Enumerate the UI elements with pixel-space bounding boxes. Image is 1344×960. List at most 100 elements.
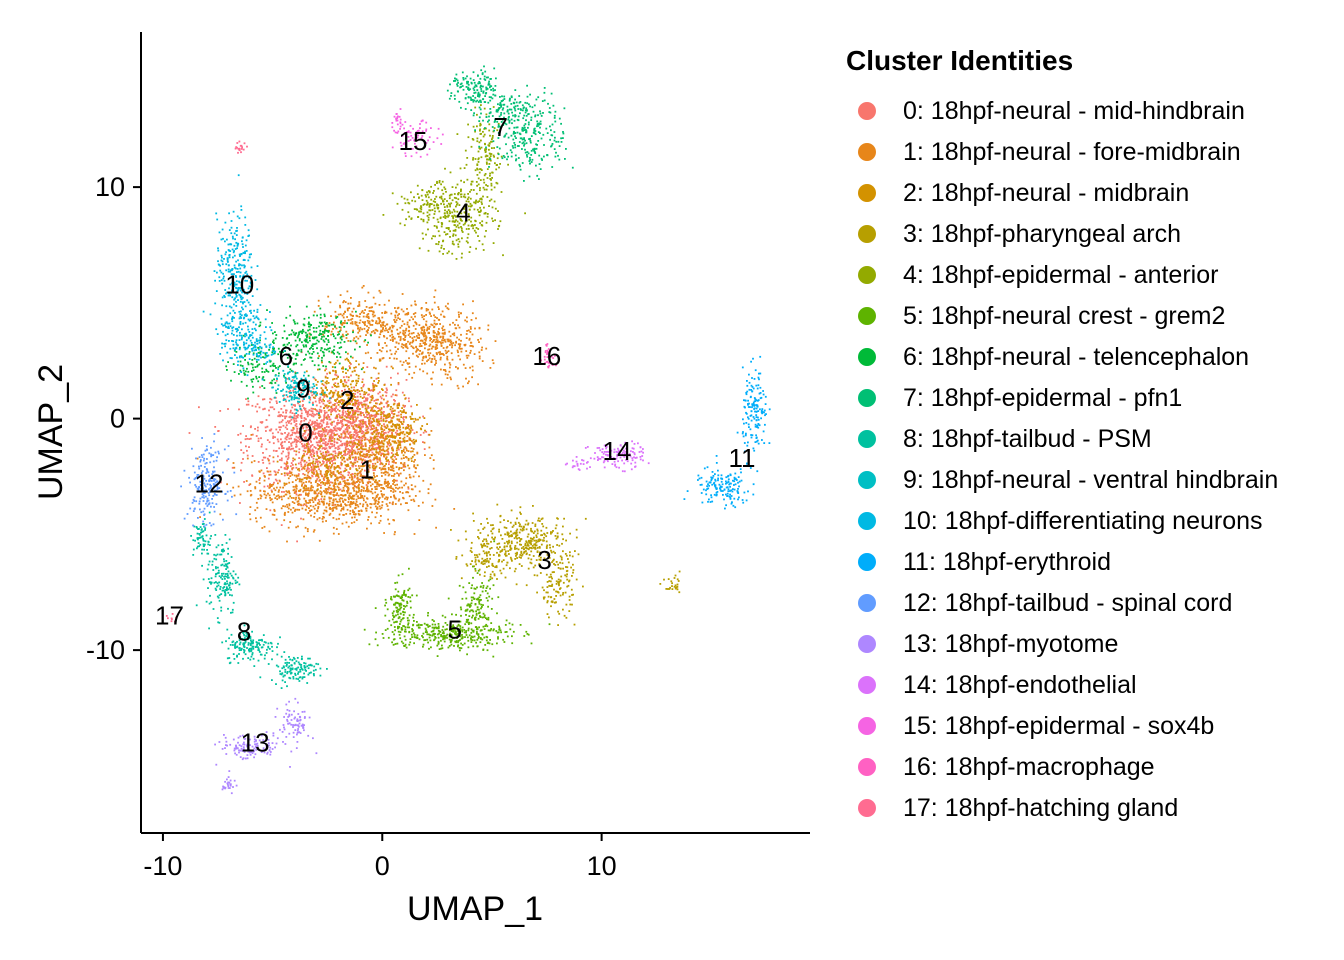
- data-point: [470, 216, 473, 219]
- data-point: [311, 450, 314, 452]
- data-point: [539, 559, 542, 561]
- data-point: [285, 411, 287, 414]
- data-point: [300, 517, 302, 520]
- data-point: [330, 333, 332, 336]
- data-point: [367, 465, 370, 467]
- data-point: [516, 517, 518, 520]
- data-point: [378, 522, 381, 524]
- data-point: [347, 340, 350, 342]
- data-point: [451, 252, 454, 255]
- data-point: [371, 511, 373, 514]
- data-point: [362, 430, 365, 433]
- data-point: [343, 432, 346, 435]
- data-point: [469, 352, 472, 354]
- data-point: [291, 468, 294, 471]
- data-point: [420, 339, 423, 342]
- data-point: [392, 475, 395, 477]
- data-point: [325, 473, 328, 476]
- data-point: [380, 493, 383, 495]
- data-point: [324, 482, 327, 484]
- data-point: [342, 412, 345, 414]
- data-point: [475, 201, 477, 203]
- data-point: [316, 452, 318, 455]
- data-point: [219, 513, 222, 516]
- data-point: [366, 453, 369, 456]
- data-point: [411, 332, 413, 335]
- data-point: [297, 436, 300, 439]
- data-point: [433, 335, 436, 337]
- data-point: [371, 313, 374, 316]
- data-point: [465, 350, 468, 352]
- data-point: [305, 429, 308, 432]
- data-point: [392, 340, 394, 342]
- data-point: [520, 513, 522, 515]
- data-point: [373, 457, 376, 460]
- data-point: [373, 420, 376, 423]
- data-point: [383, 493, 385, 496]
- data-point: [408, 433, 410, 435]
- data-point: [476, 554, 478, 556]
- data-point: [273, 508, 276, 511]
- data-point: [547, 595, 550, 598]
- data-point: [433, 314, 435, 317]
- data-point: [340, 461, 342, 464]
- data-point: [297, 431, 300, 434]
- data-point: [469, 349, 472, 352]
- data-point: [444, 369, 447, 371]
- data-point: [364, 464, 366, 467]
- data-point: [377, 424, 380, 427]
- data-point: [312, 505, 315, 508]
- data-point: [401, 432, 404, 435]
- data-point: [449, 366, 451, 369]
- data-point: [557, 567, 560, 569]
- data-point: [402, 411, 405, 413]
- data-point: [352, 501, 355, 503]
- data-point: [358, 441, 360, 443]
- data-point: [280, 420, 283, 423]
- data-point: [504, 553, 506, 556]
- data-point: [295, 490, 298, 492]
- data-point: [425, 320, 428, 323]
- data-point: [308, 509, 311, 512]
- data-point: [284, 432, 286, 434]
- data-point: [388, 463, 390, 466]
- data-point: [314, 422, 317, 424]
- data-point: [545, 547, 548, 549]
- data-point: [351, 310, 354, 313]
- data-point: [374, 328, 377, 331]
- data-point: [444, 363, 446, 366]
- data-point: [491, 206, 494, 209]
- data-point: [245, 480, 248, 482]
- data-point: [327, 451, 330, 454]
- data-point: [433, 296, 436, 298]
- data-point: [329, 497, 332, 500]
- data-point: [376, 429, 379, 431]
- data-point: [268, 473, 271, 476]
- data-point: [332, 369, 334, 372]
- data-point: [284, 440, 286, 443]
- data-point: [520, 543, 522, 546]
- data-point: [478, 341, 480, 343]
- data-point: [476, 556, 479, 558]
- data-point: [397, 445, 399, 447]
- data-point: [262, 398, 264, 401]
- data-point: [410, 457, 413, 460]
- data-point: [349, 435, 351, 438]
- data-point: [421, 326, 424, 329]
- data-point: [429, 343, 432, 346]
- data-point: [569, 532, 571, 535]
- data-point: [358, 513, 361, 516]
- data-point: [349, 467, 352, 469]
- data-point: [412, 441, 415, 444]
- data-point: [343, 489, 345, 492]
- data-point: [329, 487, 332, 490]
- data-point: [336, 501, 339, 503]
- data-point: [385, 427, 388, 429]
- data-point: [511, 535, 513, 537]
- data-point: [396, 314, 399, 317]
- data-point: [482, 544, 485, 547]
- data-point: [274, 489, 277, 492]
- data-point: [337, 313, 340, 316]
- data-point: [353, 434, 355, 436]
- data-point: [373, 427, 375, 430]
